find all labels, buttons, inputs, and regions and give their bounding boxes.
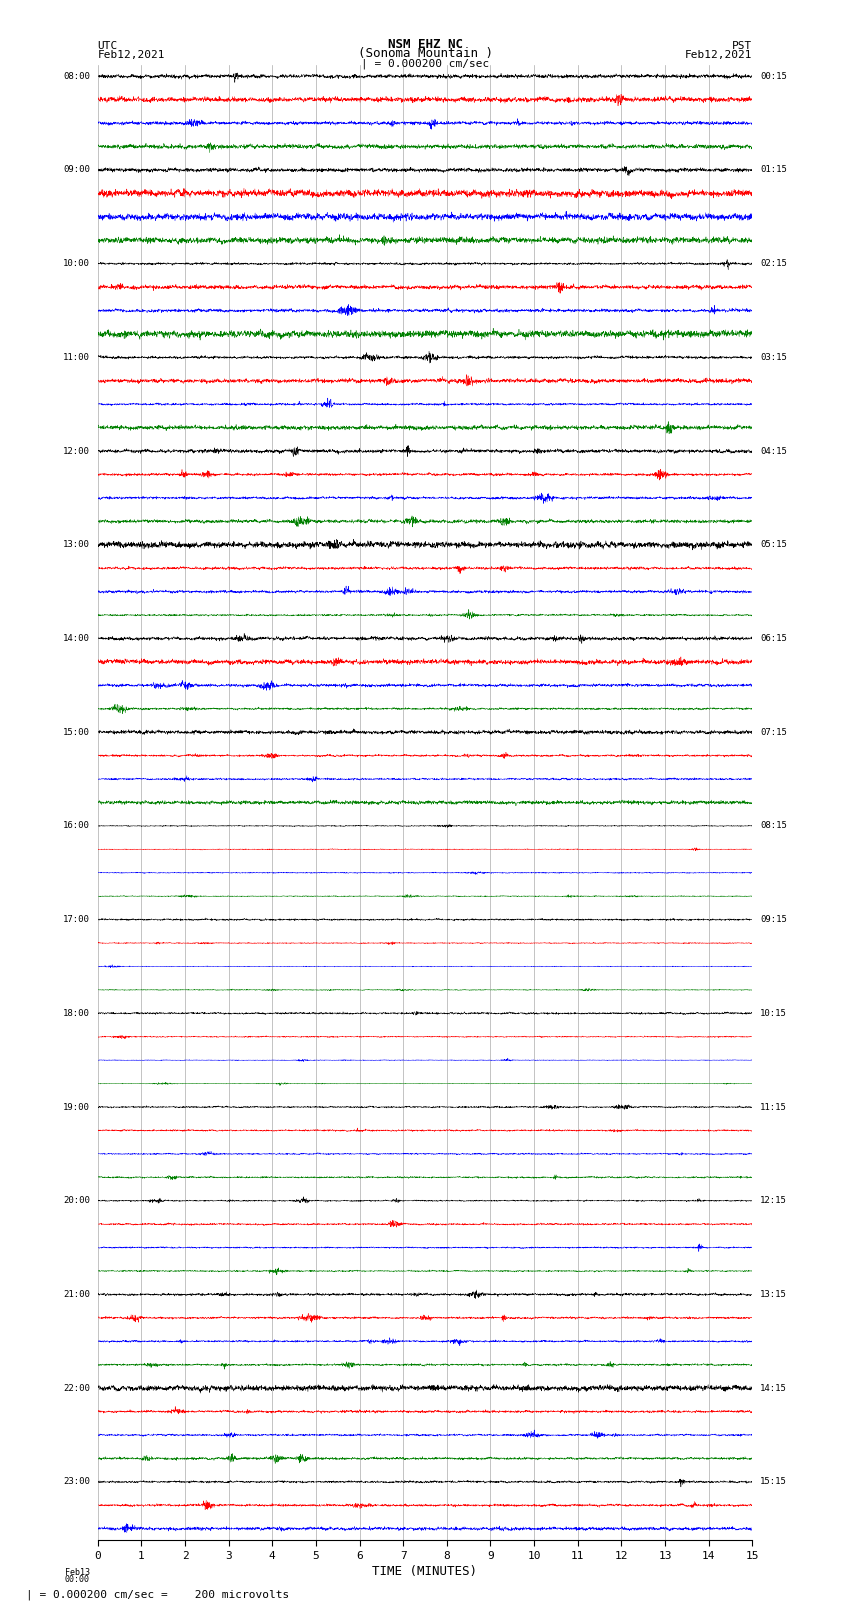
Text: 07:15: 07:15	[760, 727, 787, 737]
Text: 10:15: 10:15	[760, 1008, 787, 1018]
Text: Feb12,2021: Feb12,2021	[685, 50, 752, 60]
Text: 08:00: 08:00	[63, 71, 90, 81]
Text: 09:15: 09:15	[760, 915, 787, 924]
Text: Feb13: Feb13	[65, 1568, 90, 1576]
X-axis label: TIME (MINUTES): TIME (MINUTES)	[372, 1565, 478, 1578]
Text: 16:00: 16:00	[63, 821, 90, 831]
Text: 18:00: 18:00	[63, 1008, 90, 1018]
Text: | = 0.000200 cm/sec =    200 microvolts: | = 0.000200 cm/sec = 200 microvolts	[26, 1589, 289, 1600]
Text: 08:15: 08:15	[760, 821, 787, 831]
Text: 17:00: 17:00	[63, 915, 90, 924]
Text: PST: PST	[732, 40, 752, 50]
Text: 05:15: 05:15	[760, 540, 787, 550]
Text: 11:15: 11:15	[760, 1103, 787, 1111]
Text: 00:00: 00:00	[65, 1574, 90, 1584]
Text: 04:15: 04:15	[760, 447, 787, 455]
Text: 13:15: 13:15	[760, 1290, 787, 1298]
Text: 12:15: 12:15	[760, 1197, 787, 1205]
Text: 03:15: 03:15	[760, 353, 787, 361]
Text: 15:00: 15:00	[63, 727, 90, 737]
Text: 15:15: 15:15	[760, 1478, 787, 1486]
Text: 01:15: 01:15	[760, 166, 787, 174]
Text: Feb12,2021: Feb12,2021	[98, 50, 165, 60]
Text: | = 0.000200 cm/sec: | = 0.000200 cm/sec	[361, 58, 489, 69]
Text: 14:00: 14:00	[63, 634, 90, 644]
Text: 21:00: 21:00	[63, 1290, 90, 1298]
Text: 06:15: 06:15	[760, 634, 787, 644]
Text: 10:00: 10:00	[63, 260, 90, 268]
Text: 09:00: 09:00	[63, 166, 90, 174]
Text: 02:15: 02:15	[760, 260, 787, 268]
Text: 19:00: 19:00	[63, 1103, 90, 1111]
Text: 12:00: 12:00	[63, 447, 90, 455]
Text: 00:15: 00:15	[760, 71, 787, 81]
Text: 14:15: 14:15	[760, 1384, 787, 1392]
Text: UTC: UTC	[98, 40, 118, 50]
Text: (Sonoma Mountain ): (Sonoma Mountain )	[358, 47, 492, 60]
Text: 13:00: 13:00	[63, 540, 90, 550]
Text: NSM EHZ NC: NSM EHZ NC	[388, 37, 462, 50]
Text: 22:00: 22:00	[63, 1384, 90, 1392]
Text: 11:00: 11:00	[63, 353, 90, 361]
Text: 23:00: 23:00	[63, 1478, 90, 1486]
Text: 20:00: 20:00	[63, 1197, 90, 1205]
